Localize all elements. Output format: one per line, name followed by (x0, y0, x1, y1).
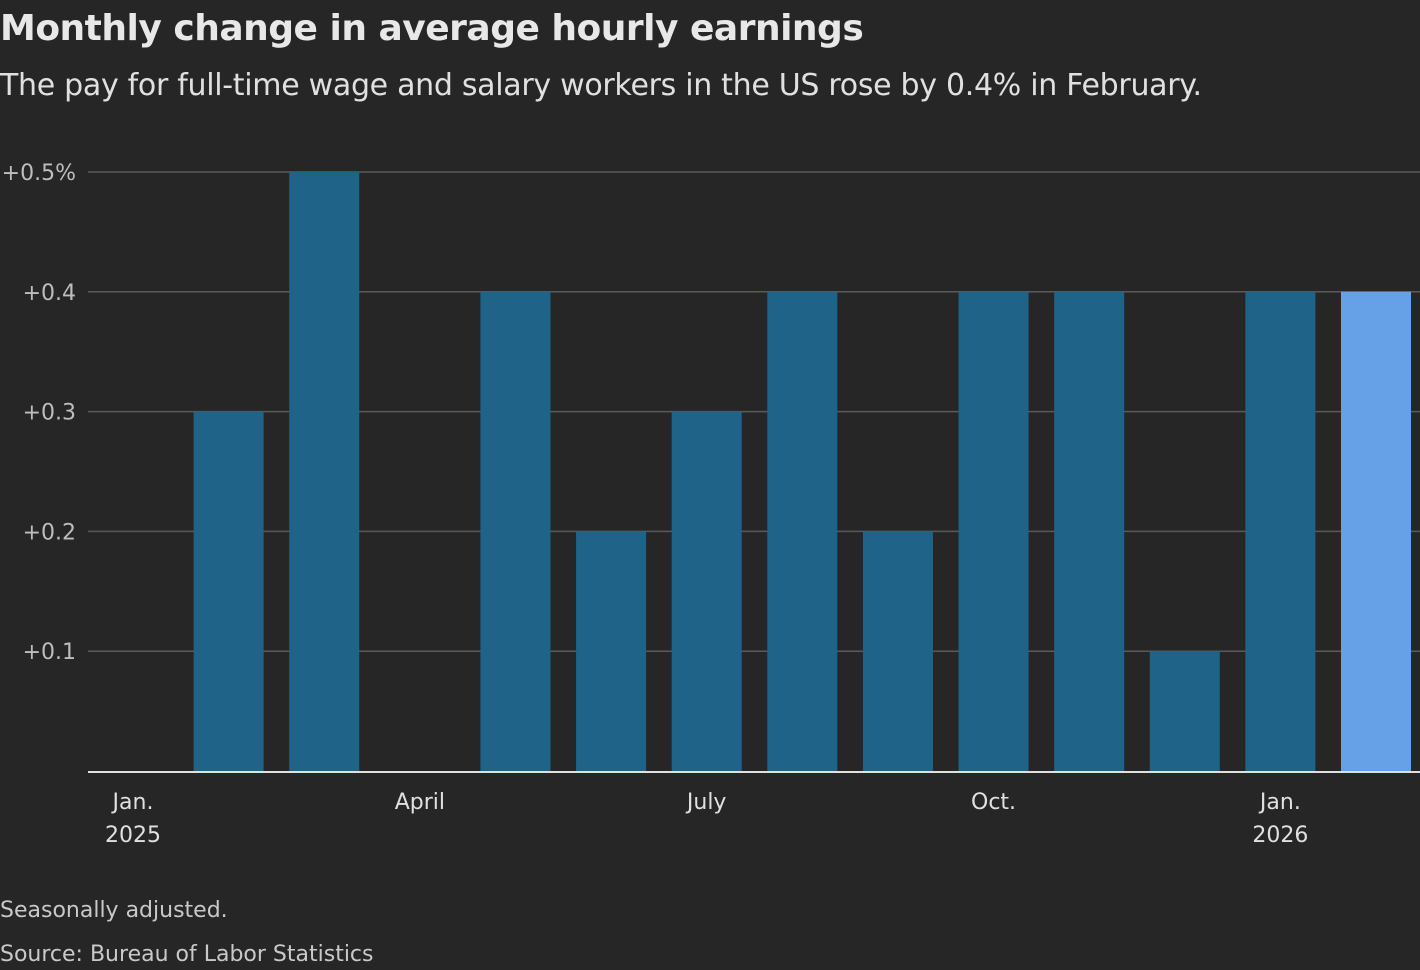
x-tick-label: July (685, 790, 727, 815)
y-tick-label: +0.5% (2, 161, 76, 186)
y-tick-label: +0.4 (23, 281, 76, 306)
axes: +0.5% +0.4 +0.3 +0.2 +0.1 Jan. 2025 April July Oc… (2, 161, 1420, 848)
bar (193, 411, 264, 771)
x-tick-label: Oct. (971, 790, 1016, 815)
y-tick-label: +0.1 (23, 640, 76, 665)
bar-highlight (1341, 291, 1411, 771)
bar (1054, 291, 1125, 771)
bar (1149, 651, 1220, 771)
bar (862, 531, 933, 771)
bar (767, 291, 838, 771)
x-tick-year-label: 2025 (105, 823, 161, 848)
y-tick-label: +0.3 (23, 401, 76, 426)
chart-subtitle: The pay for full-time wage and salary wo… (0, 68, 1202, 103)
x-tick-label: April (395, 790, 445, 815)
bar (958, 291, 1029, 771)
bar (480, 291, 551, 771)
bar-chart: +0.5% +0.4 +0.3 +0.2 +0.1 Jan. 2025 April July Oc… (2, 161, 1420, 848)
bars (193, 172, 1411, 771)
y-tick-label: +0.2 (23, 520, 76, 545)
x-tick-label: Jan. (1258, 790, 1301, 815)
grid-lines (88, 171, 1420, 652)
bar (671, 411, 742, 771)
source-note: Source: Bureau of Labor Statistics (0, 942, 374, 967)
footnote: Seasonally adjusted. (0, 898, 228, 923)
bar (576, 531, 647, 771)
bar (289, 172, 360, 771)
bar (1245, 291, 1316, 771)
x-tick-label: Jan. (111, 790, 154, 815)
x-tick-year-label: 2026 (1252, 823, 1308, 848)
chart-title: Monthly change in average hourly earning… (0, 8, 864, 49)
